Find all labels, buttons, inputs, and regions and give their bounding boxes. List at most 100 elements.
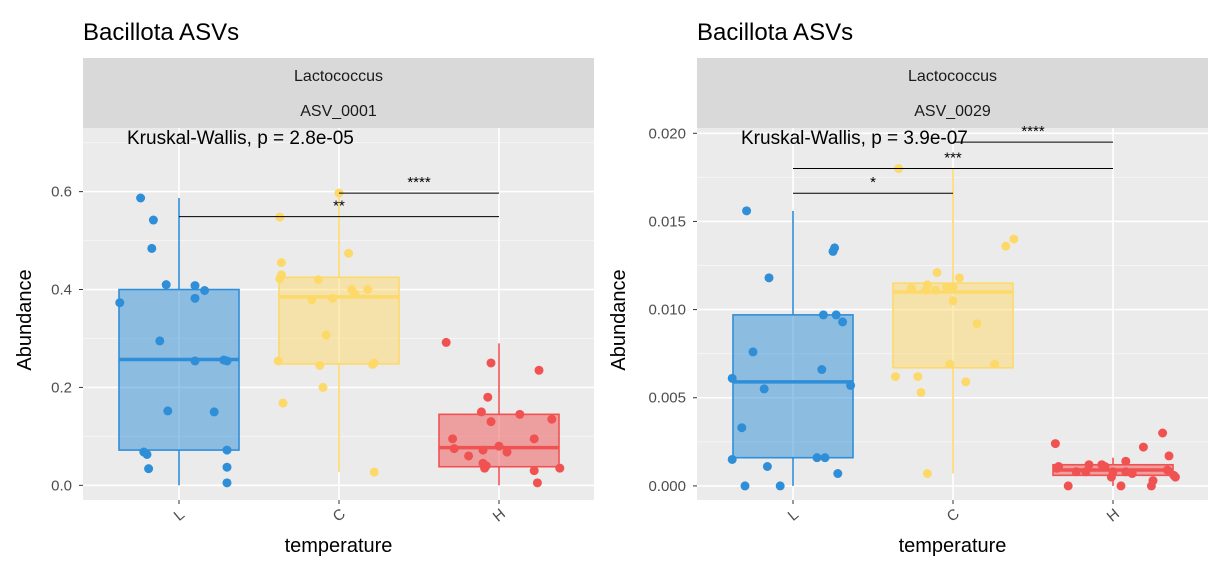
- data-point-L: [222, 445, 232, 455]
- y-tick-label: 0.010: [648, 302, 686, 319]
- data-point-L: [846, 380, 856, 390]
- data-point-C: [369, 467, 379, 477]
- data-point-C: [990, 359, 1000, 369]
- data-point-L: [144, 464, 154, 474]
- data-point-C: [344, 248, 354, 258]
- box-iqr: [118, 288, 240, 451]
- data-point-H: [529, 466, 539, 476]
- data-point-L: [759, 384, 769, 394]
- data-point-H: [1050, 439, 1060, 449]
- data-point-C: [948, 296, 958, 306]
- data-point-H: [555, 463, 565, 473]
- data-point-L: [833, 469, 843, 479]
- facet-strip: [83, 58, 594, 128]
- data-point-C: [890, 372, 900, 382]
- data-point-H: [481, 461, 491, 471]
- data-point-C: [930, 285, 940, 295]
- box-iqr: [732, 314, 854, 459]
- data-point-L: [209, 407, 219, 417]
- strip-label-asv: ASV_0029: [914, 103, 991, 120]
- y-tick-label: 0.6: [51, 184, 72, 201]
- data-point-C: [913, 372, 923, 382]
- data-point-H: [478, 445, 488, 455]
- data-point-L: [136, 193, 146, 203]
- y-tick-label: 0.4: [51, 282, 72, 299]
- y-tick-label: 0.015: [648, 213, 686, 230]
- box-L: [732, 210, 854, 486]
- data-point-H: [1162, 465, 1172, 475]
- data-point-C: [906, 283, 916, 293]
- data-point-L: [820, 453, 830, 463]
- data-point-C: [948, 282, 958, 292]
- data-point-C: [961, 377, 971, 387]
- y-tick-label: 0.020: [648, 125, 686, 142]
- data-point-H: [483, 392, 493, 402]
- data-point-C: [954, 273, 964, 283]
- data-point-H: [515, 409, 525, 419]
- data-point-H: [547, 414, 557, 424]
- facet-strip: [697, 58, 1208, 128]
- data-point-H: [1063, 481, 1073, 491]
- data-point-L: [155, 336, 165, 346]
- data-point-H: [448, 434, 458, 444]
- data-point-L: [812, 453, 822, 463]
- data-point-H: [1138, 442, 1148, 452]
- significance-label: ***: [944, 150, 962, 167]
- data-point-L: [163, 406, 173, 416]
- data-point-H: [502, 447, 512, 457]
- data-point-H: [1100, 462, 1110, 472]
- strip-label-genus: Lactococcus: [294, 68, 383, 85]
- data-point-C: [307, 295, 317, 305]
- data-point-C: [315, 360, 325, 370]
- data-point-C: [278, 398, 288, 408]
- chart-title: Bacillota ASVs: [697, 19, 853, 46]
- x-axis-title: temperature: [899, 535, 1007, 557]
- data-point-H: [494, 441, 504, 451]
- data-point-L: [737, 423, 747, 433]
- data-point-L: [775, 481, 785, 491]
- data-point-C: [972, 319, 982, 329]
- data-point-C: [1009, 234, 1019, 244]
- box-L: [118, 197, 240, 486]
- data-point-L: [830, 243, 840, 253]
- data-point-H: [464, 451, 474, 461]
- data-point-L: [742, 206, 752, 216]
- data-point-C: [916, 387, 926, 397]
- data-point-L: [190, 356, 200, 366]
- data-point-L: [190, 293, 200, 303]
- data-point-H: [476, 407, 486, 417]
- box-iqr: [438, 413, 560, 468]
- significance-label: ****: [407, 174, 431, 191]
- data-point-H: [1148, 476, 1158, 486]
- box-H: [438, 343, 560, 486]
- data-point-H: [1084, 460, 1094, 470]
- data-point-L: [818, 310, 828, 320]
- box-C: [278, 193, 400, 473]
- data-point-C: [321, 330, 331, 340]
- data-point-H: [1127, 469, 1137, 479]
- data-point-C: [276, 258, 286, 268]
- data-point-L: [142, 449, 152, 459]
- data-point-H: [534, 365, 544, 375]
- data-point-H: [1121, 456, 1131, 466]
- data-point-H: [532, 478, 542, 488]
- data-point-L: [148, 215, 158, 225]
- y-axis-title: Abundance: [14, 269, 36, 370]
- data-point-H: [441, 337, 451, 347]
- data-point-H: [1071, 467, 1081, 477]
- y-tick-label: 0.2: [51, 379, 72, 396]
- chart-title: Bacillota ASVs: [83, 19, 239, 46]
- data-point-L: [762, 462, 772, 472]
- data-point-C: [922, 469, 932, 479]
- data-point-C: [945, 359, 955, 369]
- data-point-H: [486, 417, 496, 427]
- data-point-C: [276, 270, 286, 280]
- y-axis-title: Abundance: [608, 269, 630, 370]
- y-tick-label: 0.000: [648, 478, 686, 495]
- significance-label: **: [333, 198, 345, 215]
- data-point-L: [222, 478, 232, 488]
- data-point-C: [273, 356, 283, 366]
- data-point-H: [1081, 467, 1091, 477]
- strip-label-asv: ASV_0001: [300, 103, 377, 120]
